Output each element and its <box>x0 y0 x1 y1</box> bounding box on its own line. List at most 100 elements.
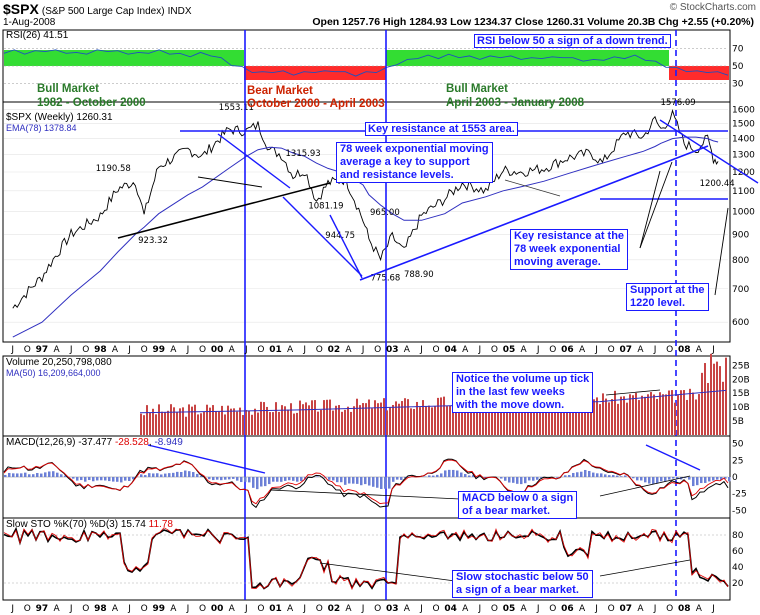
x-axis-label: 00 <box>211 345 224 355</box>
volume-bar <box>482 398 484 435</box>
x-axis-label: A <box>170 345 177 355</box>
volume-note: Notice the volume up tick in the last fe… <box>452 372 594 413</box>
volume-bar <box>296 412 298 435</box>
volume-bar <box>512 402 514 435</box>
index-name: (S&P 500 Large Cap Index) <box>41 6 165 17</box>
volume-bar <box>221 405 223 435</box>
volume-bar <box>467 400 469 435</box>
macd-histogram-bar <box>108 477 111 482</box>
era-bull-2-range: April 2003 - January 2008 <box>446 97 585 109</box>
macd-histogram-bar <box>24 472 27 477</box>
macd-histogram-bar <box>180 471 183 477</box>
macd-histogram-bar <box>636 477 639 481</box>
macd-note-line-1: MACD below 0 a sign <box>462 492 574 504</box>
macd-histogram-bar <box>104 477 107 481</box>
volume-bar <box>584 394 586 435</box>
macd-histogram-bar <box>244 477 247 482</box>
macd-histogram-bar <box>536 477 539 480</box>
volume-bar <box>140 413 142 435</box>
x-axis-label: O <box>257 604 264 614</box>
volume-bar <box>176 412 178 435</box>
volume-bar <box>638 400 640 435</box>
macd-histogram-bar <box>472 475 475 477</box>
x-axis-label: J <box>69 604 73 614</box>
macd-histogram-bar <box>232 477 235 479</box>
volume-bar <box>152 408 154 435</box>
volume-bar <box>674 402 676 435</box>
volume-bar <box>236 411 238 435</box>
x-axis-label: O <box>433 345 440 355</box>
volume-bar <box>362 403 364 435</box>
macd-histogram-bar <box>4 474 7 477</box>
x-axis-label: A <box>521 345 528 355</box>
macd-signal-value: -28.528 <box>114 437 149 448</box>
x-axis-label: O <box>608 604 615 614</box>
volume-ma-label: MA(50) 16,209,664,000 <box>6 368 101 378</box>
rsi-y-tick: 50 <box>732 62 744 72</box>
sto-panel-frame <box>2 517 731 601</box>
price-value-label: 1315.93 <box>286 149 321 159</box>
macd-histogram-bar <box>580 471 583 477</box>
macd-histogram-bar <box>376 477 379 488</box>
volume-bar <box>665 394 667 435</box>
x-axis-label: 04 <box>444 604 457 614</box>
volume-bar <box>284 406 286 435</box>
sto-note-line-2: a sign of a bear market. <box>456 584 579 596</box>
resistance-note: Key resistance at 1553 area. <box>365 122 518 136</box>
x-axis-label: 02 <box>328 604 341 614</box>
x-axis-label: O <box>24 604 31 614</box>
rsi-red-zone <box>244 66 386 80</box>
x-axis-label: J <box>244 345 248 355</box>
volume-bar <box>473 398 475 435</box>
keyres-note-line-3: moving average. <box>514 256 601 268</box>
symbol: $SPX <box>3 1 39 17</box>
macd-zero-connector <box>269 489 461 500</box>
volume-y-tick: 10B <box>732 403 750 413</box>
macd-histogram-bar <box>616 475 619 477</box>
volume-bar <box>251 414 253 435</box>
volume-bar <box>635 392 637 435</box>
macd-histogram-bar <box>356 477 359 484</box>
chart-date: 1-Aug-2008 <box>3 17 56 28</box>
volume-bar <box>239 407 241 435</box>
macd-histogram-bar <box>404 477 407 479</box>
sto-d-line <box>3 527 729 590</box>
rsi-green-zone-1 <box>4 50 244 66</box>
macd-histogram-bar <box>372 477 375 487</box>
volume-bar <box>170 404 172 435</box>
macd-histogram-bar <box>612 475 615 477</box>
macd-histogram-bar <box>576 472 579 477</box>
volume-bar <box>332 410 334 435</box>
era-bull-1-title: Bull Market <box>37 83 99 95</box>
volume-bar <box>524 403 526 435</box>
volume-bar <box>629 394 631 435</box>
macd-histogram-bar <box>280 477 283 482</box>
x-axis-label: J <box>127 604 131 614</box>
macd-histogram-bar <box>584 469 587 477</box>
x-axis-label: J <box>478 345 482 355</box>
x-axis-label: J <box>10 345 14 355</box>
price-y-tick: 800 <box>732 256 749 266</box>
volume-bar <box>380 402 382 435</box>
price-panel-frame <box>2 101 731 343</box>
bull-trend-line <box>359 145 709 281</box>
x-axis-label: J <box>653 604 657 614</box>
volume-bar <box>479 405 481 435</box>
macd-histogram-bar <box>640 477 643 481</box>
macd-histogram-bar <box>284 477 287 481</box>
bear-trend-line-2 <box>282 196 363 277</box>
volume-bar <box>161 411 163 435</box>
volume-bar <box>407 399 409 435</box>
volume-bar <box>671 390 673 435</box>
volume-bar <box>410 408 412 435</box>
volume-bar <box>233 408 235 435</box>
volume-bar <box>347 406 349 435</box>
macd-histogram-bar <box>436 474 439 477</box>
macd-histogram-bar <box>148 473 151 477</box>
connector-keyres-2 <box>639 161 673 249</box>
volume-bar <box>533 405 535 435</box>
x-axis-label: A <box>637 604 644 614</box>
era-bull-2-title: Bull Market <box>446 83 508 95</box>
volume-bar <box>668 390 670 435</box>
volume-bar <box>518 403 520 435</box>
